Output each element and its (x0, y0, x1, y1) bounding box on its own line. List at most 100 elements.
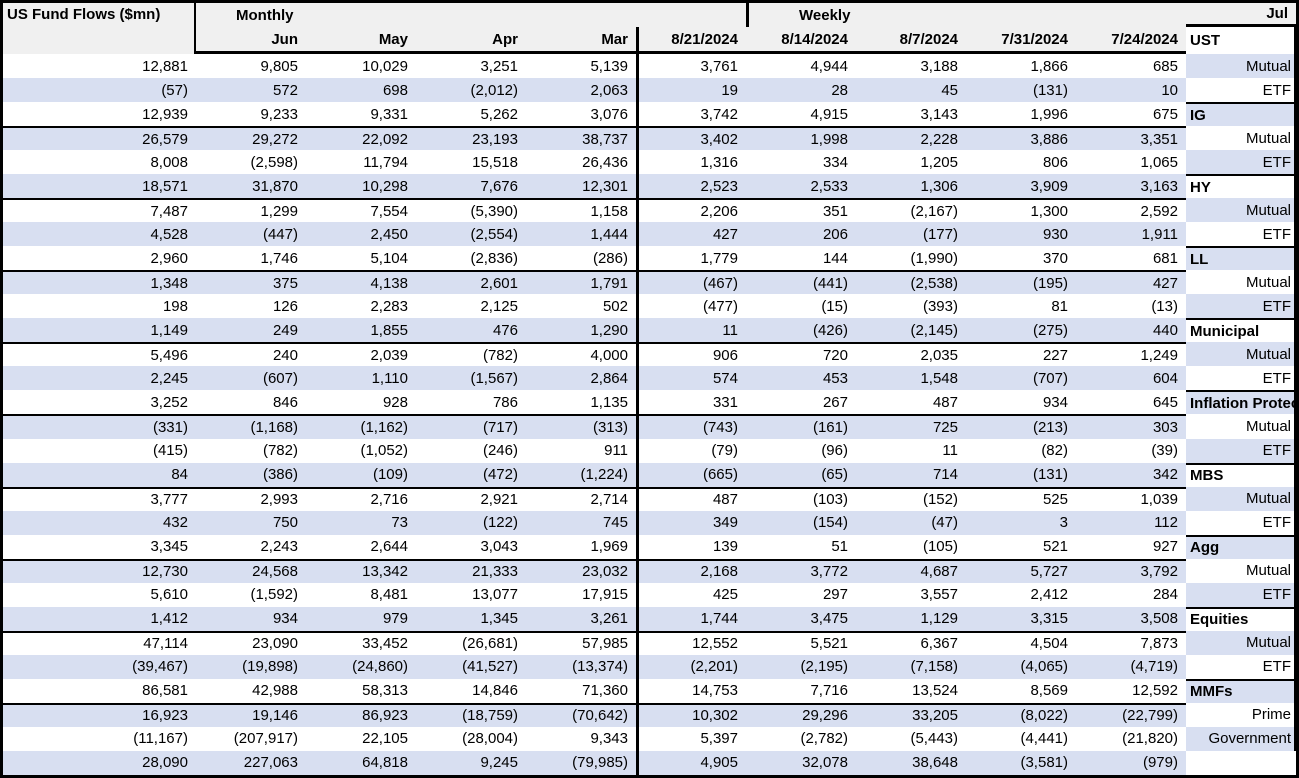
value-cell: 750 (196, 510, 306, 535)
value-cell: 3,143 (920, 105, 958, 123)
value-cell: (21,820) (1122, 730, 1178, 748)
value-cell: (22,799) (1076, 702, 1186, 727)
value-cell: 19,146 (196, 702, 306, 727)
value-cell: (28,004) (462, 730, 518, 748)
column-header-monthly: May (306, 27, 416, 54)
value-cell: 81 (1051, 297, 1068, 315)
value-cell: (96) (821, 442, 848, 460)
value-cell: (109) (306, 462, 416, 487)
value-cell: 3,475 (746, 606, 856, 631)
value-cell: 28 (746, 78, 856, 103)
value-cell: 2,864 (526, 366, 636, 391)
value-cell: 8,008 (150, 153, 188, 171)
value-cell: 144 (822, 249, 848, 267)
value-cell: 2,450 (306, 222, 416, 247)
value-cell: 3,076 (590, 105, 628, 123)
value-cell: 453 (746, 366, 856, 391)
value-cell: (47) (856, 510, 966, 535)
value-cell: (2,538) (856, 270, 966, 295)
subrow-label: ETF (1186, 438, 1296, 463)
value-cell: 4,138 (306, 270, 416, 295)
value-cell: 3,761 (636, 54, 746, 79)
value-cell: 3,886 (966, 126, 1076, 151)
header-spacer (1076, 3, 1186, 27)
value-cell: 1,911 (1076, 222, 1186, 247)
subrow-label: Mutual (1186, 126, 1296, 151)
value-cell: (275) (966, 318, 1076, 343)
value-cell: 1,969 (590, 538, 628, 556)
value-cell: 487 (636, 486, 746, 511)
value-cell: 6,367 (856, 630, 966, 655)
value-cell: 86,923 (306, 702, 416, 727)
value-cell: 1,306 (856, 174, 966, 199)
value-cell: 3,402 (636, 126, 746, 151)
category-row-label: LL (1186, 246, 1296, 271)
value-cell: 4,905 (636, 750, 746, 775)
value-cell: (717) (416, 414, 526, 439)
value-cell: 284 (1152, 586, 1178, 604)
category-row-label: Equities (1186, 606, 1296, 631)
value-cell: (152) (856, 486, 966, 511)
value-cell: 7,716 (810, 682, 848, 700)
value-cell: (213) (966, 414, 1076, 439)
category-row-label: HY (1186, 174, 1296, 199)
value-cell: 342 (1076, 462, 1186, 487)
value-cell: 64,818 (306, 750, 416, 775)
value-cell: 8,481 (370, 586, 408, 604)
value-cell: 2,243 (260, 538, 298, 556)
column-header-weekly: 7/31/2024 (966, 27, 1076, 54)
value-cell: (4,441) (1020, 730, 1068, 748)
value-cell: 714 (856, 462, 966, 487)
value-cell: 476 (416, 318, 526, 343)
value-cell: 5,610 (150, 586, 188, 604)
value-cell: 331 (636, 390, 746, 415)
value-cell: 10 (1076, 78, 1186, 103)
value-cell: 2,533 (746, 174, 856, 199)
value-cell: 198 (162, 297, 188, 315)
subrow-label: ETF (1186, 654, 1296, 679)
value-cell: (13) (1151, 297, 1178, 315)
value-cell: 3,043 (480, 538, 518, 556)
value-cell: (2,598) (250, 153, 298, 171)
value-cell: 681 (1152, 249, 1178, 267)
value-cell: 1,065 (1140, 153, 1178, 171)
subrow-label: Mutual (1186, 630, 1296, 655)
value-cell: 2,206 (636, 198, 746, 223)
value-cell: 38,648 (856, 750, 966, 775)
value-cell: 2,228 (856, 126, 966, 151)
value-cell: 1,779 (636, 246, 746, 271)
value-cell: 2,245 (3, 366, 196, 391)
category-row-label: Inflation Protected (1186, 390, 1296, 415)
value-cell: (782) (416, 342, 526, 366)
value-cell: (2,167) (856, 198, 966, 222)
value-cell: (2,195) (746, 654, 856, 679)
value-cell: 3,163 (1076, 174, 1186, 199)
value-cell: (177) (856, 222, 966, 247)
subrow-label: ETF (1186, 510, 1296, 535)
value-cell: (131) (966, 462, 1076, 487)
value-cell: (41,527) (416, 654, 526, 679)
value-cell: 11 (942, 442, 958, 460)
value-cell: 303 (1076, 414, 1186, 439)
value-cell: 16,923 (3, 702, 196, 727)
value-cell: 502 (602, 297, 628, 315)
value-cell: 3,252 (150, 393, 188, 411)
value-cell: 645 (1152, 393, 1178, 411)
value-cell: 3,345 (150, 538, 188, 556)
value-cell: (154) (746, 510, 856, 535)
value-cell: 2,714 (526, 486, 636, 511)
value-cell: 10,298 (306, 174, 416, 199)
value-cell: 26,436 (582, 153, 628, 171)
value-cell: 31,870 (196, 174, 306, 199)
column-header-monthly: Mar (526, 27, 636, 54)
value-cell: 9,805 (260, 57, 298, 75)
value-cell: (4,065) (966, 654, 1076, 679)
value-cell: (15) (821, 297, 848, 315)
value-cell: 786 (492, 393, 518, 411)
value-cell: 2,644 (370, 538, 408, 556)
value-cell: 1,205 (920, 153, 958, 171)
value-cell: 3,508 (1076, 606, 1186, 631)
value-cell: 7,873 (1076, 630, 1186, 655)
subrow-label: Mutual (1186, 558, 1296, 583)
value-cell: 5,139 (590, 57, 628, 75)
